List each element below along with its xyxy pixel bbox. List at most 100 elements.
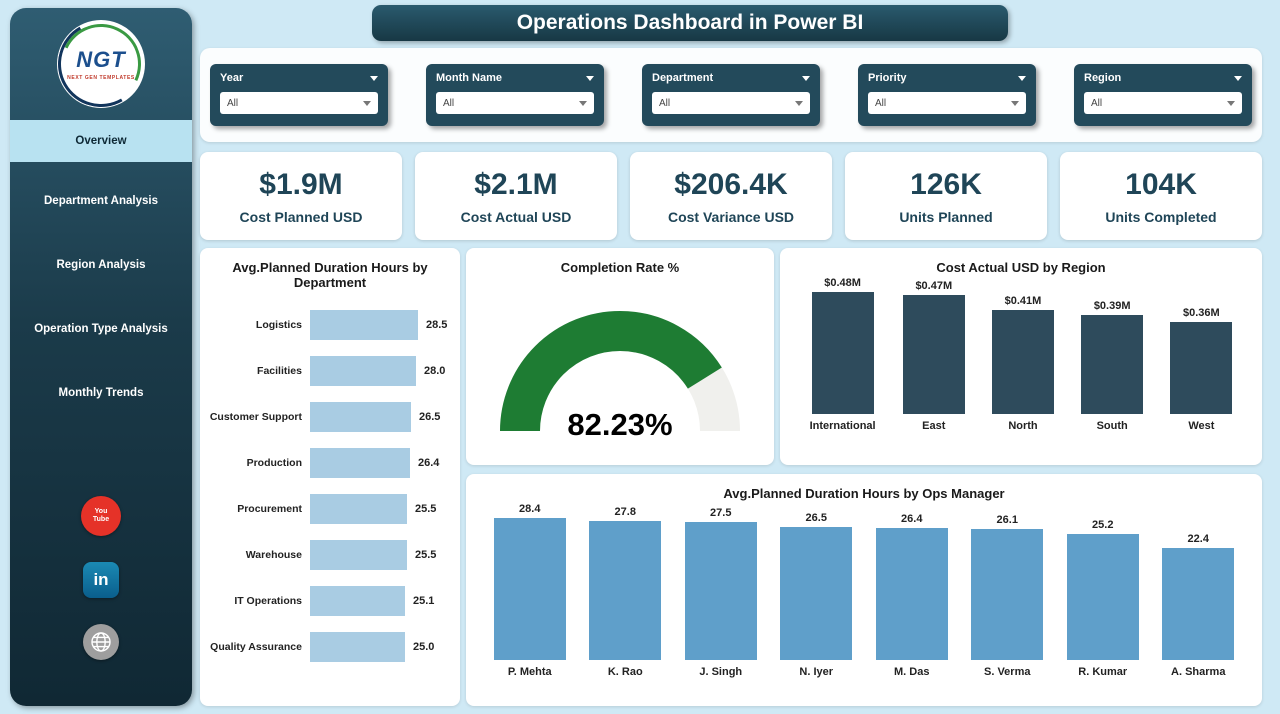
value-label: 26.5: [419, 411, 441, 423]
category-label: Customer Support: [209, 411, 302, 423]
bar: [310, 632, 405, 662]
category-label: P. Mehta: [507, 666, 552, 678]
filter-header: Year: [220, 72, 378, 84]
filter-title: Region: [1084, 72, 1122, 84]
value-label: 28.0: [424, 365, 446, 377]
kpi-value: $2.1M: [474, 167, 558, 201]
bar: [1081, 315, 1144, 414]
sidebar-item-overview[interactable]: Overview: [10, 120, 192, 162]
filter-dropdown-year[interactable]: All: [220, 92, 378, 114]
ops-manager-chart: Avg.Planned Duration Hours by Ops Manage…: [466, 474, 1262, 706]
category-label: Logistics: [255, 319, 302, 331]
sidebar-nav: Overview Department Analysis Region Analys…: [10, 120, 192, 414]
kpi-value: $206.4K: [674, 167, 788, 201]
chevron-down-icon[interactable]: [1018, 75, 1026, 81]
kpi-row: $1.9M Cost Planned USD $2.1M Cost Actual US…: [200, 152, 1262, 240]
kpi-value: $1.9M: [259, 167, 343, 201]
chevron-down-icon[interactable]: [1234, 75, 1242, 81]
category-label: International: [809, 420, 876, 432]
column-p-mehta: 28.4 P. Mehta: [493, 503, 566, 678]
value-label: 25.2: [1092, 519, 1114, 531]
kpi-label: Cost Planned USD: [239, 208, 363, 225]
category-label: South: [1096, 420, 1128, 432]
value-label: $0.36M: [1183, 307, 1220, 319]
category-label: N. Iyer: [799, 666, 834, 678]
bar: [310, 356, 416, 386]
bar-row-customer-support: Customer Support 26.5: [200, 394, 460, 440]
chevron-down-icon: [795, 100, 803, 106]
category-label: S. Verma: [984, 666, 1031, 678]
value-label: 25.0: [413, 641, 435, 653]
linkedin-label: in: [93, 570, 109, 589]
category-label: M. Das: [894, 666, 930, 678]
bar: [310, 540, 407, 570]
sidebar: NGT NEXT GEN TEMPLATES Overview Departmen…: [10, 8, 192, 706]
kpi-label: Units Completed: [1105, 208, 1217, 225]
sidebar-item-department-analysis[interactable]: Department Analysis: [44, 195, 158, 207]
filter-header: Priority: [868, 72, 1026, 84]
bar: [1170, 322, 1233, 414]
filter-dropdown-month-name[interactable]: All: [436, 92, 594, 114]
dept-bars: Logistics 28.5 Facilities 28.0 Customer Supp…: [200, 302, 460, 670]
bar-row-production: Production 26.4: [200, 440, 460, 486]
value-label: 25.5: [415, 503, 437, 515]
chart-title: Cost Actual USD by Region: [936, 260, 1106, 275]
website-globe-icon[interactable]: [83, 624, 119, 660]
filter-header: Department: [652, 72, 810, 84]
bar: [1066, 534, 1139, 660]
chevron-down-icon: [1227, 100, 1235, 106]
bar-row-procurement: Procurement 25.5: [200, 486, 460, 532]
bar: [780, 527, 853, 660]
linkedin-icon[interactable]: in: [83, 562, 119, 598]
kpi-value: 126K: [910, 167, 982, 201]
filters-panel: Year All Month Name All Department All Priorit…: [200, 48, 1262, 142]
bar-row-logistics: Logistics 28.5: [200, 302, 460, 348]
column-west: $0.36M West: [1170, 307, 1233, 432]
filter-dropdown-priority[interactable]: All: [868, 92, 1026, 114]
filter-title: Year: [220, 72, 244, 84]
filter-department: Department All: [642, 64, 820, 126]
kpi-label: Cost Actual USD: [460, 208, 572, 225]
chevron-down-icon[interactable]: [586, 75, 594, 81]
value-label: 28.5: [426, 319, 448, 331]
value-label: $0.47M: [915, 280, 953, 292]
bar: [971, 529, 1044, 660]
value-label: 25.5: [415, 549, 437, 561]
column-n-iyer: 26.5 N. Iyer: [780, 512, 853, 678]
bar-row-quality-assurance: Quality Assurance 25.0: [200, 624, 460, 670]
logo-subtext: NEXT GEN TEMPLATES: [67, 75, 135, 81]
region-columns: $0.48M International $0.47M East $0.41M North…: [780, 277, 1262, 432]
column-m-das: 26.4 M. Das: [875, 513, 948, 678]
value-label: 26.5: [805, 512, 827, 524]
bar: [1162, 548, 1235, 660]
sidebar-item-monthly-trends[interactable]: Monthly Trends: [58, 387, 144, 399]
kpi-card-cost-actual-usd: $2.1M Cost Actual USD: [415, 152, 617, 240]
filter-dropdown-region[interactable]: All: [1084, 92, 1242, 114]
filter-dropdown-department[interactable]: All: [652, 92, 810, 114]
dept-duration-chart: Avg.Planned Duration Hours by Department…: [200, 248, 460, 706]
bar: [811, 292, 874, 414]
youtube-icon[interactable]: You Tube: [81, 496, 121, 536]
chevron-down-icon[interactable]: [370, 75, 378, 81]
filter-selected-value: All: [443, 97, 455, 109]
sidebar-item-region-analysis[interactable]: Region Analysis: [56, 259, 146, 271]
sidebar-item-operation-type-analysis[interactable]: Operation Type Analysis: [34, 323, 168, 335]
chart-title: Avg.Planned Duration Hours by Ops Manage…: [723, 486, 1005, 501]
category-label: Production: [246, 457, 302, 469]
bar: [875, 528, 948, 660]
social-links: You Tube in: [10, 496, 192, 660]
filter-selected-value: All: [227, 97, 239, 109]
region-cost-chart: Cost Actual USD by Region $0.48M Internat…: [780, 248, 1262, 465]
chevron-down-icon[interactable]: [802, 75, 810, 81]
chevron-down-icon: [1011, 100, 1019, 106]
category-label: Warehouse: [245, 549, 302, 561]
category-label: East: [922, 420, 946, 432]
bar: [310, 494, 407, 524]
filter-title: Priority: [868, 72, 907, 84]
chevron-down-icon: [579, 100, 587, 106]
value-label: $0.39M: [1093, 300, 1131, 312]
value-label: $0.48M: [824, 277, 861, 289]
value-label: $0.41M: [1004, 295, 1042, 307]
bar: [991, 310, 1054, 414]
bar: [684, 522, 757, 660]
